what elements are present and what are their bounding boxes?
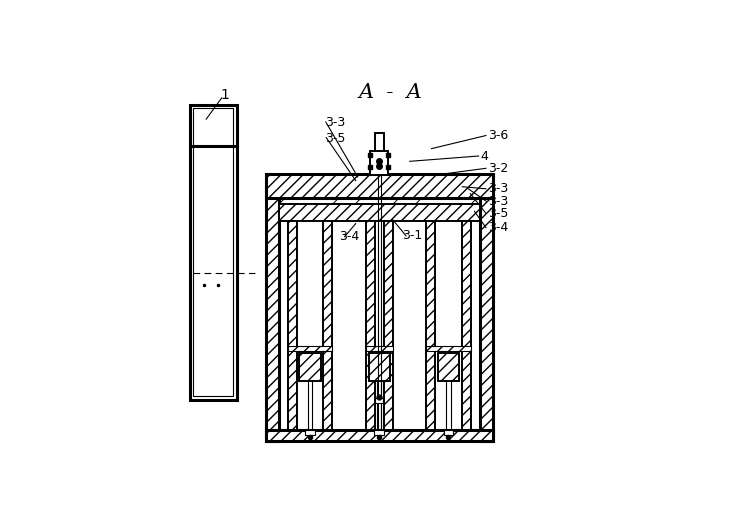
Bar (369, 353, 390, 380)
Bar (435, 221, 462, 346)
Text: 1: 1 (220, 88, 229, 102)
Text: 3-3: 3-3 (488, 195, 508, 207)
Text: 3-3: 3-3 (488, 182, 508, 195)
Bar (438, 353, 459, 380)
Bar (426, 346, 471, 351)
Bar (266, 174, 493, 198)
Bar (323, 221, 333, 430)
Bar (426, 221, 435, 430)
Text: A  -  A: A - A (359, 83, 422, 102)
Bar (374, 430, 384, 435)
Bar (366, 221, 374, 430)
Bar (288, 221, 297, 430)
Bar (288, 346, 333, 351)
Text: 3-5: 3-5 (325, 132, 345, 145)
Bar (279, 204, 480, 221)
Bar (189, 105, 237, 400)
Bar (370, 151, 388, 175)
Text: 3-5: 3-5 (488, 207, 508, 220)
Text: 3-4: 3-4 (488, 221, 508, 234)
Bar (462, 221, 471, 430)
Text: 3-3: 3-3 (325, 115, 345, 129)
Bar (305, 430, 315, 435)
Text: 3-2: 3-2 (488, 162, 508, 175)
Bar (193, 109, 233, 396)
Bar (480, 187, 493, 440)
Bar (366, 346, 393, 351)
Bar (374, 134, 383, 151)
Text: 3-1: 3-1 (401, 229, 422, 243)
Text: 4: 4 (480, 149, 489, 162)
Bar (297, 221, 323, 346)
Bar (374, 221, 383, 346)
Bar (375, 398, 383, 403)
Bar (266, 430, 493, 440)
Text: 3-6: 3-6 (488, 129, 508, 142)
Bar (299, 353, 321, 380)
Text: 3-4: 3-4 (339, 230, 360, 243)
Bar (444, 430, 454, 435)
Bar (383, 221, 393, 430)
Bar (266, 187, 279, 440)
